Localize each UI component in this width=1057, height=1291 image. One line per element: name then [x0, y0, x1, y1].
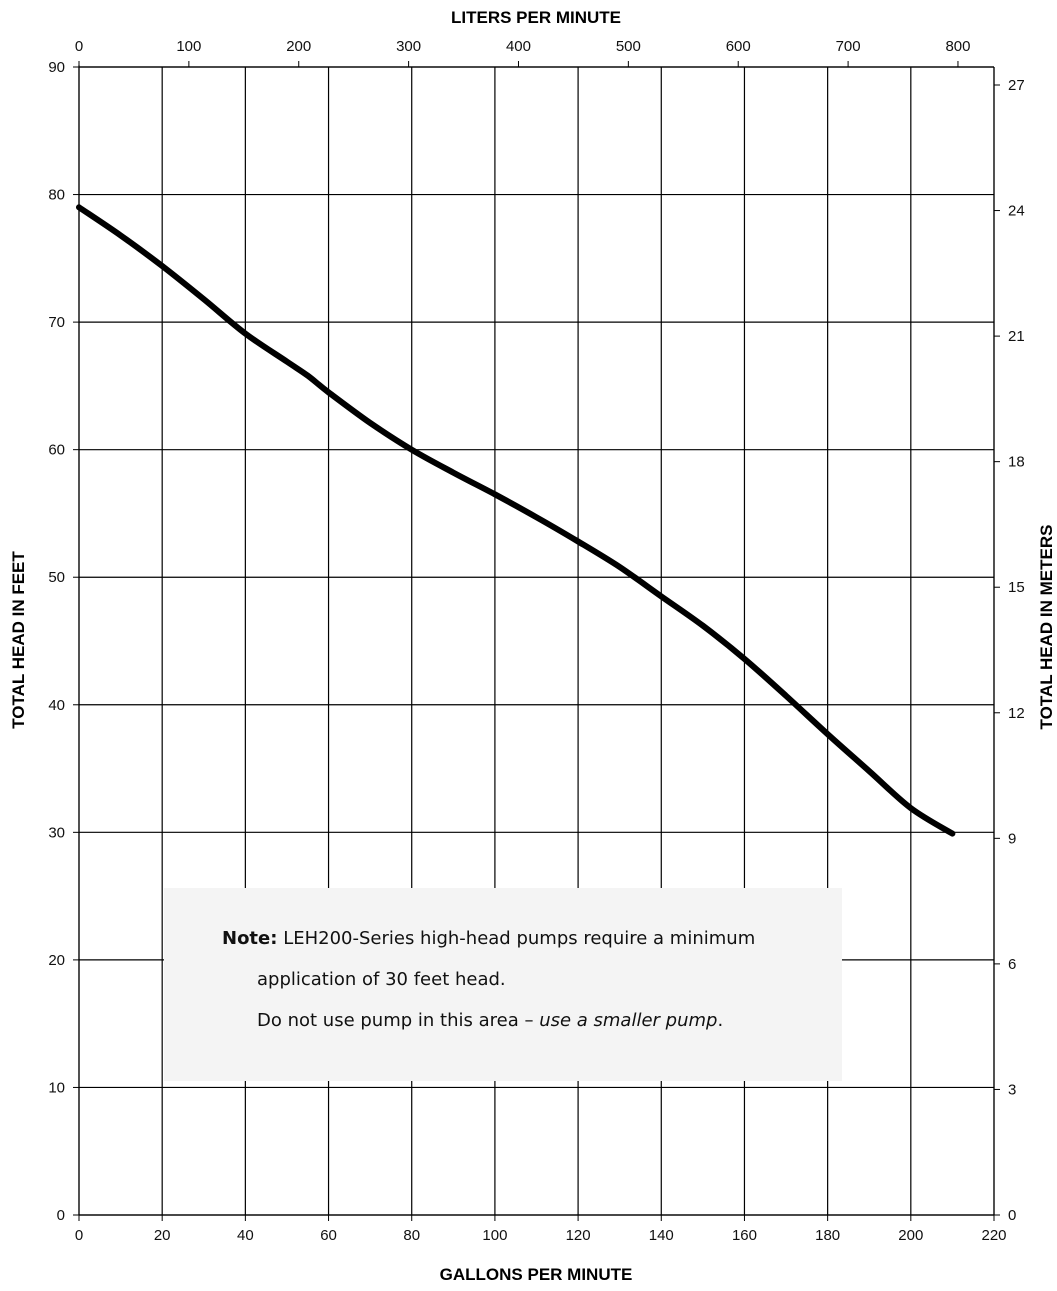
- x-top-tick-label: 0: [75, 38, 83, 55]
- x-tick-label: 220: [981, 1227, 1006, 1244]
- x-tick-label: 0: [75, 1227, 83, 1244]
- x-top-tick-label: 500: [616, 38, 641, 55]
- x-tick-label: 20: [154, 1227, 171, 1244]
- y-right-tick-label: 27: [1008, 77, 1025, 94]
- curve-layer: [76, 204, 956, 837]
- y-tick-label: 50: [48, 569, 65, 586]
- x-top-axis-title: LITERS PER MINUTE: [451, 8, 621, 27]
- pump-curve-line: [76, 204, 956, 837]
- x-tick-label: 160: [732, 1227, 757, 1244]
- axes: [73, 61, 1000, 1221]
- y-tick-label: 10: [48, 1079, 65, 1096]
- y-tick-label: 0: [57, 1207, 65, 1224]
- x-tick-label: 40: [237, 1227, 254, 1244]
- x-tick-label: 140: [649, 1227, 674, 1244]
- y-tick-label: 70: [48, 314, 65, 331]
- y-left-axis-title: TOTAL HEAD IN FEET: [9, 551, 28, 729]
- x-top-tick-label: 100: [176, 38, 201, 55]
- x-top-tick-label: 400: [506, 38, 531, 55]
- x-tick-label: 100: [482, 1227, 507, 1244]
- note-label: Note:: [222, 928, 278, 949]
- y-tick-label: 40: [48, 697, 65, 714]
- x-tick-label: 60: [320, 1227, 337, 1244]
- note-line-1: Note: LEH200-Series high-head pumps requ…: [222, 918, 842, 959]
- x-tick-label: 180: [815, 1227, 840, 1244]
- note-text-3-suffix: .: [717, 1010, 724, 1031]
- y-right-axis-title: TOTAL HEAD IN METERS: [1037, 525, 1056, 730]
- x-tick-label: 120: [566, 1227, 591, 1244]
- note-box: Note: LEH200-Series high-head pumps requ…: [164, 888, 842, 1081]
- y-tick-label: 20: [48, 952, 65, 969]
- x-top-tick-label: 700: [836, 38, 861, 55]
- x-bottom-axis-title: GALLONS PER MINUTE: [440, 1265, 633, 1284]
- y-right-tick-label: 0: [1008, 1207, 1016, 1224]
- y-tick-label: 90: [48, 59, 65, 76]
- note-text-2: application of 30 feet head.: [257, 969, 506, 990]
- note-text-1: LEH200-Series high-head pumps require a …: [283, 928, 756, 949]
- y-right-tick-label: 12: [1008, 705, 1025, 722]
- x-top-tick-label: 200: [286, 38, 311, 55]
- note-line-2: application of 30 feet head.: [222, 959, 842, 1000]
- x-top-tick-label: 800: [945, 38, 970, 55]
- y-right-tick-label: 15: [1008, 579, 1025, 596]
- x-tick-label: 200: [898, 1227, 923, 1244]
- x-top-tick-label: 600: [726, 38, 751, 55]
- y-right-tick-label: 24: [1008, 203, 1025, 220]
- y-right-tick-label: 6: [1008, 956, 1016, 973]
- y-tick-label: 60: [48, 442, 65, 459]
- x-top-tick-label: 300: [396, 38, 421, 55]
- note-text-3-italic: use a smaller pump: [539, 1010, 718, 1031]
- y-tick-label: 30: [48, 824, 65, 841]
- y-right-tick-label: 18: [1008, 454, 1025, 471]
- y-tick-label: 80: [48, 187, 65, 204]
- y-right-tick-label: 3: [1008, 1081, 1016, 1098]
- note-text-3-prefix: Do not use pump in this area –: [257, 1010, 540, 1031]
- y-right-tick-label: 9: [1008, 830, 1016, 847]
- x-tick-label: 80: [403, 1227, 420, 1244]
- y-right-tick-label: 21: [1008, 328, 1025, 345]
- note-line-3: Do not use pump in this area – use a sma…: [222, 1000, 842, 1041]
